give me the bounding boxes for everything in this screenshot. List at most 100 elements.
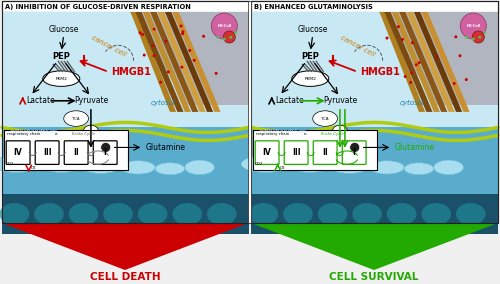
Text: II: II [74, 148, 79, 157]
Text: Pyruvate: Pyruvate [323, 96, 357, 105]
Circle shape [152, 44, 154, 47]
FancyBboxPatch shape [35, 141, 59, 164]
Ellipse shape [34, 203, 64, 225]
Text: Krebs Cycle: Krebs Cycle [72, 132, 95, 136]
Circle shape [188, 49, 191, 52]
Polygon shape [2, 223, 248, 270]
Circle shape [411, 41, 414, 44]
Circle shape [69, 151, 83, 164]
Circle shape [386, 37, 388, 39]
Text: mitochondrium: mitochondrium [258, 130, 306, 134]
Text: IV: IV [14, 148, 22, 157]
Bar [251, 128, 498, 194]
Text: cancer cell: cancer cell [91, 34, 128, 57]
Text: Glutamine: Glutamine [146, 143, 186, 152]
FancyBboxPatch shape [6, 141, 30, 164]
Ellipse shape [64, 111, 88, 126]
Circle shape [138, 31, 141, 34]
Polygon shape [136, 12, 184, 112]
Ellipse shape [43, 71, 80, 86]
Ellipse shape [456, 203, 486, 225]
Circle shape [20, 151, 34, 164]
FancyBboxPatch shape [94, 141, 117, 164]
Circle shape [216, 36, 220, 39]
Circle shape [409, 81, 412, 84]
Text: cancer cell: cancer cell [340, 34, 376, 57]
Ellipse shape [283, 203, 313, 225]
Ellipse shape [332, 125, 347, 136]
Circle shape [397, 25, 400, 28]
Bar [4, 130, 128, 170]
Circle shape [318, 151, 332, 164]
Ellipse shape [387, 203, 416, 225]
Bar [253, 130, 376, 170]
Ellipse shape [352, 203, 382, 225]
Text: I: I [104, 148, 106, 157]
Bar [2, 1, 249, 223]
Text: Glutamine: Glutamine [394, 143, 434, 152]
Bar [251, 1, 498, 223]
Text: TCA: TCA [322, 116, 329, 121]
Polygon shape [150, 12, 198, 112]
Polygon shape [130, 12, 176, 112]
Ellipse shape [0, 203, 29, 225]
Polygon shape [130, 12, 249, 105]
Text: PEP: PEP [302, 52, 319, 61]
Text: NK-Cell: NK-Cell [466, 24, 480, 28]
Text: Pyruvate: Pyruvate [74, 96, 108, 105]
Text: mitochondrium: mitochondrium [10, 130, 58, 134]
Bar [251, 12, 498, 223]
Circle shape [142, 54, 146, 57]
Circle shape [452, 82, 456, 85]
Text: e-: e- [54, 132, 58, 136]
FancyBboxPatch shape [342, 141, 366, 164]
Ellipse shape [68, 203, 98, 225]
Text: PKM2: PKM2 [304, 77, 316, 81]
Circle shape [214, 72, 218, 75]
Bar [2, 1, 249, 12]
Circle shape [180, 24, 182, 28]
Circle shape [202, 35, 205, 38]
Text: A) INHIBITION OF GLUCOSE-DRIVEN RESPIRATION: A) INHIBITION OF GLUCOSE-DRIVEN RESPIRAT… [5, 4, 191, 10]
Text: TCA: TCA [72, 116, 80, 121]
Ellipse shape [39, 156, 84, 172]
Ellipse shape [292, 71, 329, 86]
Ellipse shape [0, 156, 42, 172]
FancyBboxPatch shape [255, 141, 279, 164]
Polygon shape [165, 12, 213, 112]
Ellipse shape [318, 203, 348, 225]
Circle shape [362, 151, 376, 164]
Circle shape [401, 38, 404, 41]
Circle shape [167, 70, 170, 73]
Text: HMGB1: HMGB1 [360, 67, 400, 77]
Circle shape [460, 13, 486, 39]
Text: cytosol: cytosol [150, 100, 175, 106]
Polygon shape [172, 12, 220, 112]
FancyBboxPatch shape [64, 141, 88, 164]
Circle shape [100, 142, 110, 153]
Text: respiratory chain: respiratory chain [256, 132, 289, 136]
Text: Lactate: Lactate [26, 96, 56, 105]
Circle shape [472, 31, 484, 43]
Text: CELL SURVIVAL: CELL SURVIVAL [330, 272, 418, 282]
Text: O2: O2 [30, 166, 36, 170]
Ellipse shape [185, 160, 214, 175]
Ellipse shape [370, 161, 404, 174]
Circle shape [230, 36, 232, 39]
Ellipse shape [422, 203, 451, 225]
Polygon shape [143, 12, 191, 112]
Circle shape [164, 40, 168, 43]
Text: I: I [352, 148, 356, 157]
Polygon shape [399, 12, 448, 112]
Polygon shape [392, 12, 440, 112]
Circle shape [114, 151, 128, 164]
Polygon shape [380, 12, 498, 105]
FancyBboxPatch shape [284, 141, 308, 164]
Circle shape [415, 63, 418, 66]
Ellipse shape [330, 159, 370, 174]
Circle shape [454, 35, 458, 38]
Text: PEP: PEP [52, 52, 70, 61]
Ellipse shape [248, 203, 278, 225]
Polygon shape [251, 223, 498, 270]
Ellipse shape [84, 125, 98, 136]
